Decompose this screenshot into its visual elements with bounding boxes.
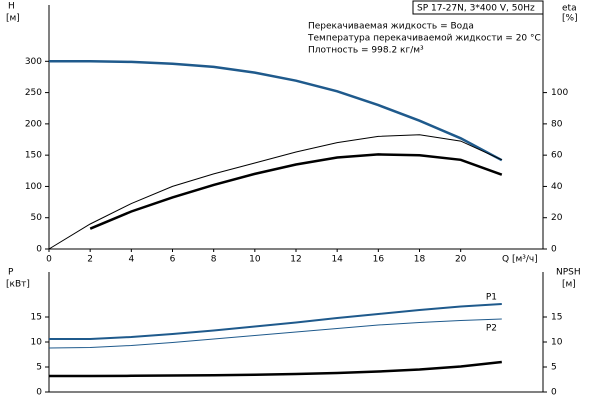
y2-tick-label: 15 [551, 313, 562, 323]
x-tick-label: 20 [455, 255, 467, 265]
y2-tick-label: 20 [551, 213, 563, 223]
y2-tick-label: 60 [551, 151, 563, 161]
x-tick-label: 12 [290, 255, 301, 265]
y-label: P [8, 268, 14, 278]
y-tick-label: 300 [25, 57, 42, 67]
y2-tick-label: 100 [551, 88, 568, 98]
annotation: Плотность = 998.2 кг/м³ [308, 46, 424, 56]
y2-tick-label: 10 [551, 338, 563, 348]
curve [49, 303, 502, 340]
y-tick-label: 5 [36, 363, 42, 373]
annotation: Перекачиваемая жидкость = Вода [308, 22, 474, 32]
x-label: Q [м³/ч] [502, 255, 538, 265]
x-tick-label: 4 [128, 255, 134, 265]
y2-label: NPSH [556, 268, 581, 278]
annotation: Температура перекачиваемой жидкости = 20… [307, 34, 541, 44]
curve [89, 153, 503, 230]
y-label: H [8, 2, 15, 12]
x-tick-label: 14 [331, 255, 343, 265]
curve [48, 134, 503, 250]
y-unit: [кВт] [6, 280, 30, 290]
y2-tick-label: 40 [551, 182, 563, 192]
y2-label: eta [562, 4, 577, 14]
y-tick-label: 100 [25, 182, 42, 192]
curve [49, 60, 503, 162]
series-label: P2 [486, 324, 497, 334]
y-tick-label: 250 [25, 88, 42, 98]
x-tick-label: 10 [249, 255, 261, 265]
y-tick-label: 150 [25, 151, 42, 161]
chart-title: SP 17-27N, 3*400 V, 50Hz [417, 4, 535, 14]
y-tick-label: 10 [31, 338, 43, 348]
x-tick-label: 2 [87, 255, 93, 265]
y-tick-label: 200 [25, 119, 42, 129]
y2-unit: [м] [562, 280, 576, 290]
y-tick-label: 0 [36, 388, 42, 398]
curve [49, 360, 502, 378]
x-tick-label: 18 [414, 255, 426, 265]
y-tick-label: 50 [31, 213, 43, 223]
x-tick-label: 16 [373, 255, 385, 265]
y-unit: [м] [6, 14, 20, 24]
curve [48, 318, 502, 349]
y-tick-label: 15 [31, 313, 42, 323]
series-label: P1 [486, 293, 497, 303]
x-tick-label: 8 [211, 255, 217, 265]
x-tick-label: 6 [170, 255, 176, 265]
y2-tick-label: 80 [551, 119, 563, 129]
y2-tick-label: 5 [551, 363, 557, 373]
x-tick-label: 0 [46, 255, 52, 265]
y2-tick-label: 0 [551, 245, 557, 255]
y-tick-label: 0 [36, 245, 42, 255]
y2-unit: [%] [562, 14, 578, 24]
y2-tick-label: 0 [551, 388, 557, 398]
